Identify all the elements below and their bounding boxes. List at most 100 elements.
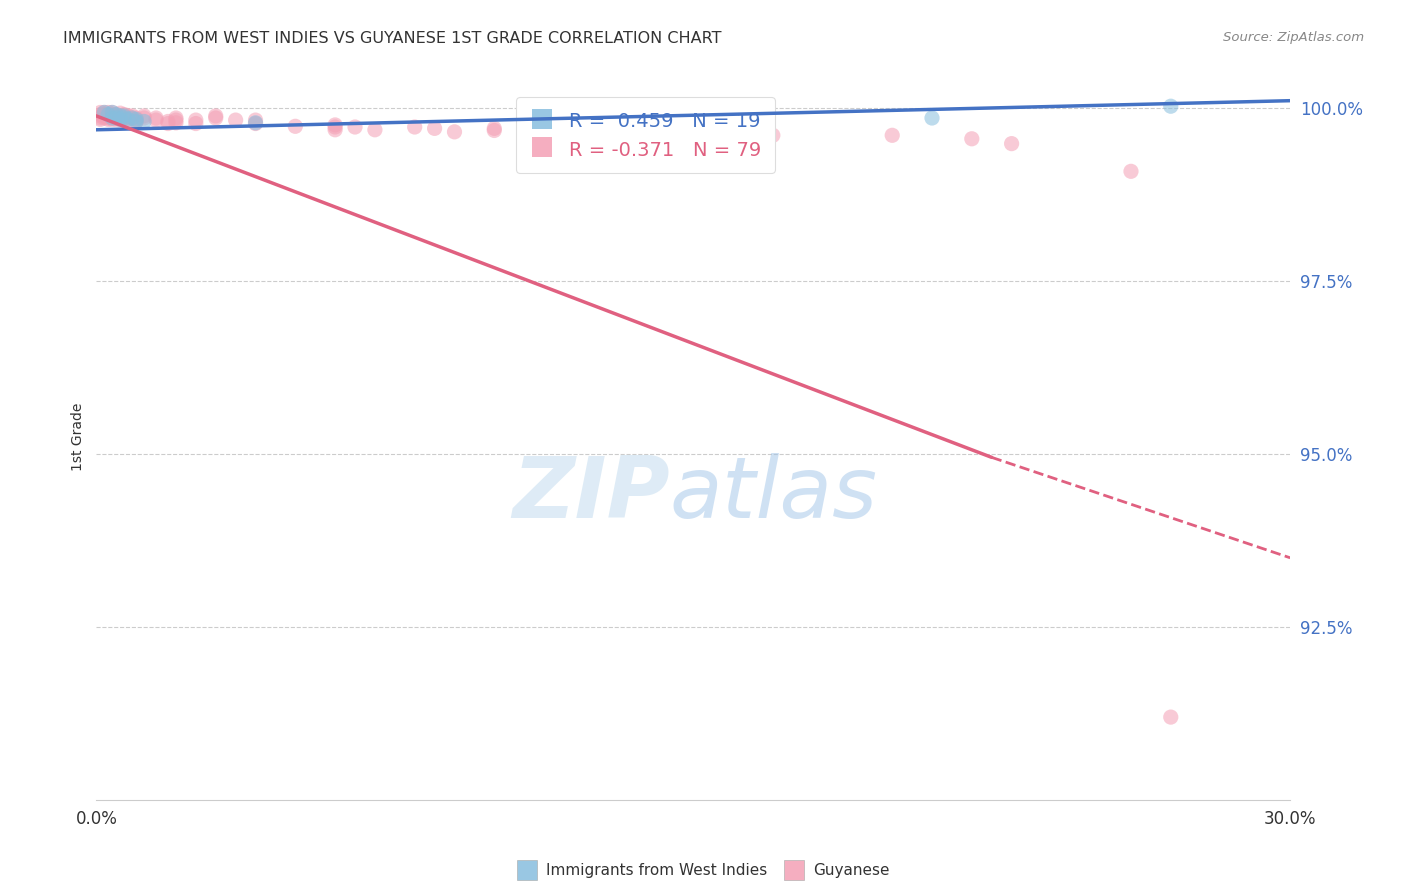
Point: [93, 109, 115, 123]
Point: [121, 111, 143, 125]
Point: [562, 122, 585, 136]
Point: [121, 109, 143, 123]
Point: [112, 107, 135, 121]
Point: [643, 138, 665, 153]
Point: [125, 112, 148, 127]
Point: [101, 112, 124, 127]
Point: [323, 118, 346, 132]
Point: [921, 111, 943, 125]
Point: [101, 109, 124, 123]
Point: [101, 111, 124, 125]
Point: [284, 120, 307, 134]
Point: [110, 112, 132, 127]
Point: [404, 120, 426, 134]
Point: [184, 116, 207, 130]
Point: [105, 111, 128, 125]
Point: [89, 111, 111, 125]
Point: [112, 113, 135, 128]
Text: IMMIGRANTS FROM WEST INDIES VS GUYANESE 1ST GRADE CORRELATION CHART: IMMIGRANTS FROM WEST INDIES VS GUYANESE …: [63, 31, 721, 46]
Point: [117, 109, 139, 123]
Point: [145, 111, 167, 125]
Point: [110, 106, 132, 120]
Point: [225, 113, 247, 128]
Point: [643, 128, 665, 143]
Point: [89, 112, 111, 127]
Point: [1119, 164, 1142, 178]
Y-axis label: 1st Grade: 1st Grade: [72, 402, 86, 471]
Legend: R =  0.459   N = 19, R = -0.371   N = 79: R = 0.459 N = 19, R = -0.371 N = 79: [516, 97, 775, 173]
Point: [882, 128, 904, 143]
Point: [121, 111, 143, 125]
Point: [125, 111, 148, 125]
Point: [97, 107, 120, 121]
Point: [682, 130, 704, 145]
Legend: Immigrants from West Indies, Guyanese: Immigrants from West Indies, Guyanese: [510, 857, 896, 884]
Point: [110, 112, 132, 127]
Point: [93, 111, 115, 125]
Point: [93, 105, 115, 120]
Point: [97, 112, 120, 127]
Point: [89, 105, 111, 120]
Point: [112, 109, 135, 123]
Point: [125, 113, 148, 128]
Point: [101, 111, 124, 125]
Point: [93, 107, 115, 121]
Point: [101, 107, 124, 121]
Point: [105, 112, 128, 127]
Point: [93, 105, 115, 120]
Point: [125, 114, 148, 128]
Point: [323, 122, 346, 136]
Point: [97, 111, 120, 125]
Text: atlas: atlas: [669, 453, 877, 536]
Point: [97, 109, 120, 123]
Point: [423, 121, 446, 136]
Point: [364, 122, 387, 136]
Text: Source: ZipAtlas.com: Source: ZipAtlas.com: [1223, 31, 1364, 45]
Point: [165, 111, 187, 125]
Point: [105, 107, 128, 121]
Text: ZIP: ZIP: [512, 453, 669, 536]
Point: [112, 111, 135, 125]
Point: [343, 120, 366, 134]
Point: [110, 109, 132, 123]
Point: [132, 109, 155, 123]
Point: [484, 121, 506, 136]
Point: [443, 125, 465, 139]
Point: [156, 114, 179, 128]
Point: [89, 107, 111, 121]
Point: [960, 132, 983, 146]
Point: [323, 120, 346, 134]
Point: [245, 116, 267, 130]
Point: [132, 111, 155, 125]
Point: [145, 113, 167, 128]
Point: [1160, 710, 1182, 724]
Point: [165, 113, 187, 128]
Point: [89, 109, 111, 123]
Point: [1160, 99, 1182, 113]
Point: [523, 125, 546, 139]
Point: [125, 114, 148, 128]
Point: [245, 113, 267, 128]
Point: [105, 111, 128, 125]
Point: [101, 105, 124, 120]
Point: [112, 109, 135, 123]
Point: [110, 111, 132, 125]
Point: [721, 111, 744, 125]
Point: [721, 128, 744, 143]
Point: [602, 126, 624, 140]
Point: [117, 113, 139, 128]
Point: [762, 128, 785, 143]
Point: [117, 112, 139, 127]
Point: [105, 109, 128, 123]
Point: [245, 116, 267, 130]
Point: [132, 114, 155, 128]
Point: [112, 111, 135, 125]
Point: [204, 109, 226, 123]
Point: [484, 123, 506, 137]
Point: [97, 107, 120, 121]
Point: [110, 109, 132, 123]
Point: [105, 107, 128, 121]
Point: [97, 105, 120, 120]
Point: [156, 116, 179, 130]
Point: [165, 116, 187, 130]
